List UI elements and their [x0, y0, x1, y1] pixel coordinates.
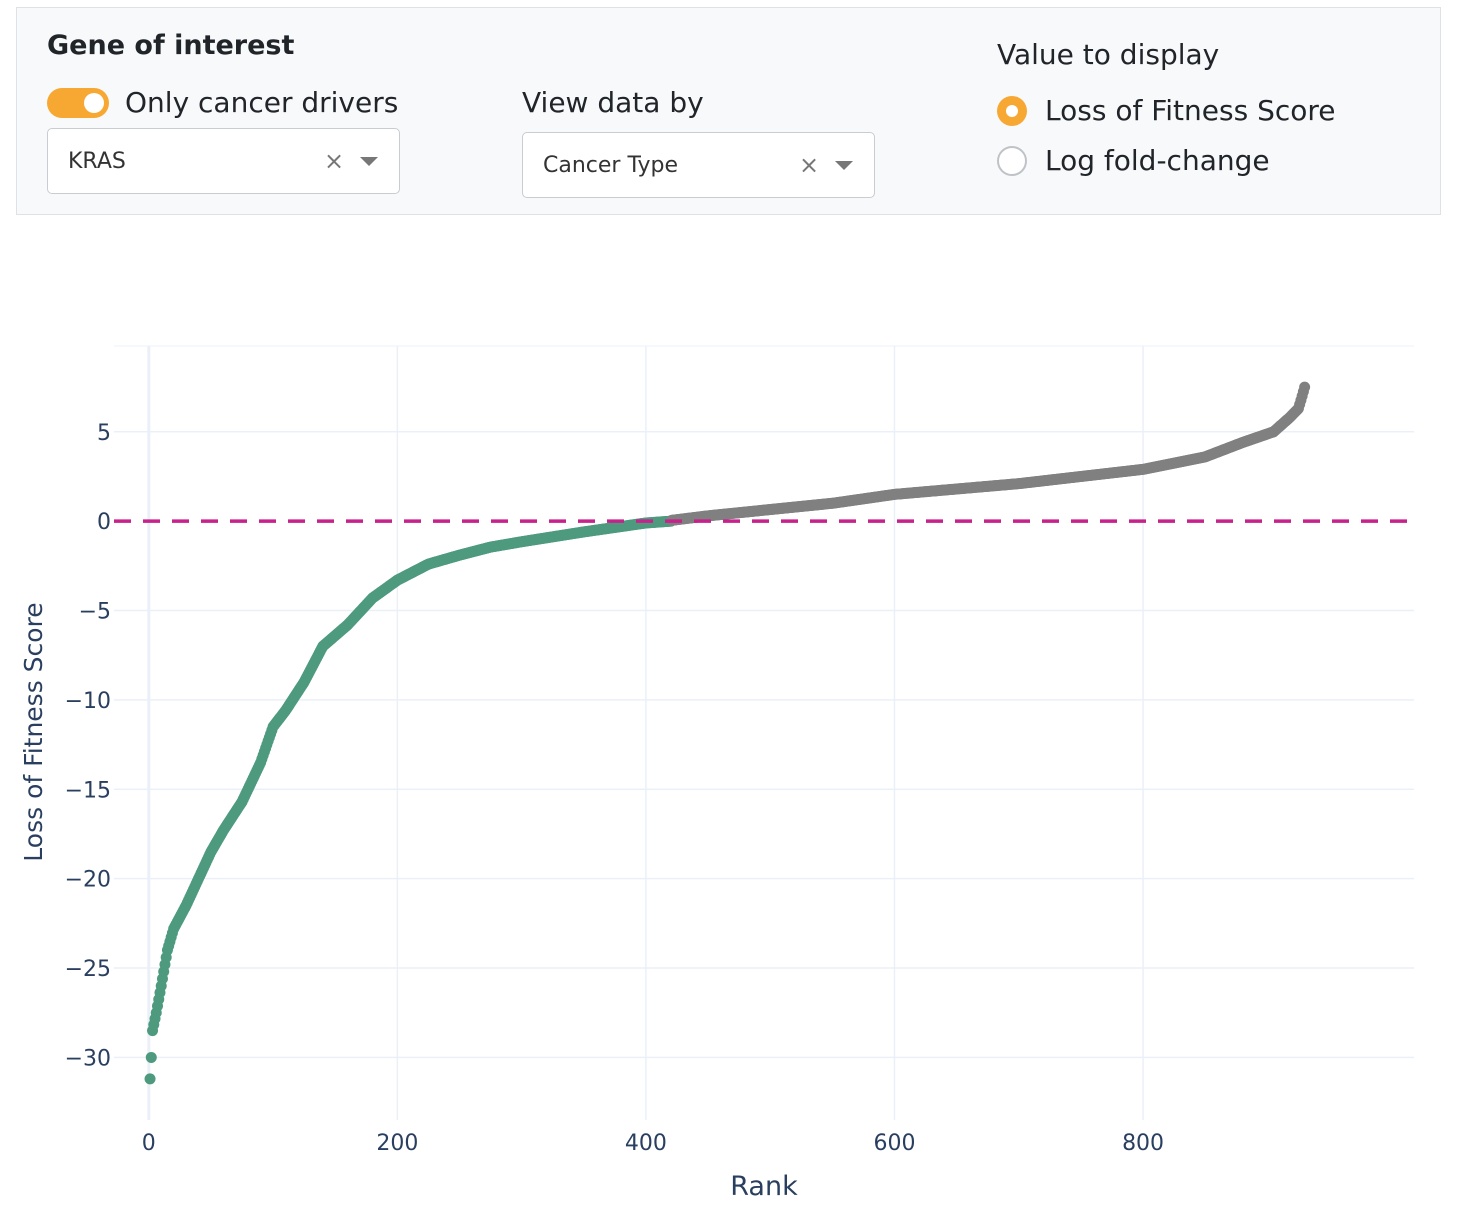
gene-select[interactable]: KRAS ×	[47, 128, 400, 194]
x-tick-label: 800	[1122, 1131, 1164, 1156]
switch-knob	[84, 92, 104, 113]
y-tick-label: 0	[97, 510, 111, 535]
data-point	[144, 1073, 156, 1085]
only-cancer-drivers-toggle-row[interactable]: Only cancer drivers	[47, 86, 398, 119]
view-data-by-select[interactable]: Cancer Type ×	[522, 132, 875, 198]
radio-option-loss-of-fitness[interactable]: Loss of Fitness Score	[997, 94, 1336, 127]
x-tick-label: 600	[873, 1131, 915, 1156]
radio-label-log-fold-change: Log fold-change	[1045, 144, 1270, 177]
y-tick-label: −15	[65, 778, 111, 803]
x-tick-label: 400	[625, 1131, 667, 1156]
data-points	[144, 381, 1311, 1085]
x-tick-label: 200	[376, 1131, 418, 1156]
clear-icon[interactable]: ×	[799, 151, 820, 179]
radio-option-log-fold-change[interactable]: Log fold-change	[997, 144, 1270, 177]
x-axis-title: Rank	[730, 1171, 798, 1202]
y-tick-label: 5	[97, 421, 111, 446]
y-tick-label: −10	[65, 689, 111, 714]
y-tick-label: −30	[65, 1046, 111, 1071]
radio-selected-icon[interactable]	[997, 95, 1027, 126]
y-tick-label: −25	[65, 957, 111, 982]
view-data-by-label: View data by	[522, 86, 704, 119]
chevron-down-icon[interactable]	[835, 161, 853, 170]
value-to-display-label: Value to display	[997, 38, 1220, 71]
x-tick-label: 0	[142, 1131, 156, 1156]
radio-unselected-icon[interactable]	[997, 145, 1027, 176]
data-point	[1299, 381, 1311, 393]
y-tick-label: −20	[65, 868, 111, 893]
radio-label-loss-of-fitness: Loss of Fitness Score	[1045, 94, 1336, 127]
y-axis-title: Loss of Fitness Score	[19, 602, 48, 861]
data-point	[145, 1051, 157, 1063]
only-cancer-drivers-label: Only cancer drivers	[125, 86, 399, 119]
gene-select-value: KRAS	[68, 148, 126, 174]
y-tick-label: −5	[79, 600, 111, 625]
clear-icon[interactable]: ×	[324, 147, 345, 175]
view-data-by-value: Cancer Type	[543, 152, 678, 178]
tick-labels: 0 200 400 600 800 5 0 −5 −10 −15 −20 −25 −30	[65, 421, 1165, 1156]
controls-panel: Gene of interest Only cancer drivers KRA…	[16, 7, 1441, 215]
grid	[114, 345, 1414, 1120]
chevron-down-icon[interactable]	[360, 157, 378, 166]
only-cancer-drivers-switch[interactable]	[47, 87, 109, 118]
gene-of-interest-heading: Gene of interest	[47, 30, 295, 61]
